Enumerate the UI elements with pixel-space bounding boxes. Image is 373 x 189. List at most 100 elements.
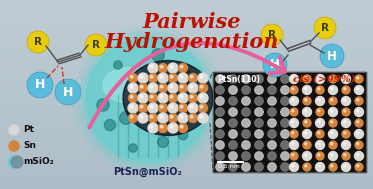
Circle shape [179, 84, 188, 92]
Text: H: H [270, 59, 280, 71]
Circle shape [331, 165, 333, 167]
Circle shape [344, 120, 346, 123]
Circle shape [281, 163, 289, 171]
Circle shape [354, 129, 364, 139]
Bar [0, 110, 373, 113]
Text: Pairwise: Pairwise [143, 12, 241, 32]
Circle shape [290, 130, 298, 138]
Bar [0, 123, 373, 126]
Circle shape [140, 105, 143, 108]
Circle shape [140, 75, 143, 78]
Circle shape [318, 132, 320, 134]
Bar [0, 164, 373, 167]
Circle shape [357, 165, 359, 167]
Circle shape [148, 103, 158, 113]
Bar [0, 66, 373, 69]
Circle shape [304, 87, 307, 90]
Circle shape [242, 130, 250, 138]
Circle shape [329, 108, 338, 116]
Bar [0, 57, 373, 60]
Bar [0, 151, 373, 154]
Circle shape [329, 163, 337, 171]
Bar [0, 136, 373, 139]
Circle shape [229, 86, 237, 94]
Circle shape [268, 97, 276, 105]
Circle shape [303, 108, 311, 116]
Circle shape [132, 74, 144, 85]
Circle shape [268, 75, 276, 83]
Bar [0, 101, 373, 104]
Circle shape [138, 93, 148, 103]
Circle shape [316, 86, 324, 94]
Circle shape [330, 87, 333, 90]
Circle shape [190, 115, 193, 118]
Circle shape [281, 119, 289, 127]
Circle shape [242, 119, 250, 127]
Circle shape [200, 95, 203, 98]
Circle shape [198, 93, 208, 103]
Bar [0, 139, 373, 142]
FancyArrowPatch shape [89, 43, 285, 128]
Circle shape [268, 108, 276, 116]
Circle shape [281, 75, 289, 83]
Bar [0, 79, 373, 82]
Circle shape [128, 103, 138, 113]
Ellipse shape [123, 60, 213, 136]
Circle shape [281, 97, 289, 105]
Text: R: R [34, 37, 42, 47]
Circle shape [229, 119, 237, 127]
Circle shape [190, 85, 193, 88]
Circle shape [268, 163, 276, 171]
Circle shape [255, 141, 263, 149]
Circle shape [55, 79, 81, 105]
Circle shape [158, 73, 168, 83]
Bar [0, 60, 373, 63]
Bar [0, 13, 373, 16]
Bar [0, 117, 373, 120]
Bar [0, 126, 373, 129]
Circle shape [330, 131, 333, 134]
Circle shape [120, 112, 132, 124]
Circle shape [305, 143, 307, 145]
Circle shape [289, 119, 298, 128]
Circle shape [170, 75, 173, 78]
Bar [0, 176, 373, 180]
Circle shape [150, 75, 153, 78]
Circle shape [158, 113, 168, 123]
Circle shape [216, 119, 224, 127]
Circle shape [179, 104, 188, 112]
Bar [0, 161, 373, 164]
Circle shape [160, 125, 163, 128]
Circle shape [129, 114, 138, 122]
Circle shape [289, 140, 298, 149]
Circle shape [180, 95, 183, 98]
Circle shape [255, 130, 263, 138]
Circle shape [190, 105, 193, 108]
Circle shape [317, 98, 320, 101]
Bar [0, 113, 373, 117]
Circle shape [200, 105, 203, 108]
Circle shape [130, 85, 133, 88]
Bar [0, 88, 373, 91]
Circle shape [304, 153, 307, 156]
Circle shape [291, 164, 294, 167]
Bar [0, 94, 373, 98]
Text: Hydrogenation: Hydrogenation [105, 32, 279, 52]
Circle shape [291, 98, 294, 101]
Circle shape [130, 95, 133, 98]
Bar [213, 72, 366, 172]
Circle shape [229, 97, 237, 105]
Circle shape [148, 114, 157, 122]
Circle shape [216, 130, 224, 138]
Bar [0, 76, 373, 79]
Circle shape [344, 132, 346, 134]
Circle shape [160, 95, 163, 98]
Circle shape [158, 93, 168, 103]
Circle shape [140, 95, 143, 98]
Circle shape [148, 94, 157, 102]
Bar [0, 38, 373, 41]
Circle shape [129, 74, 138, 83]
Circle shape [128, 83, 138, 93]
Circle shape [148, 123, 158, 133]
Circle shape [180, 85, 183, 88]
